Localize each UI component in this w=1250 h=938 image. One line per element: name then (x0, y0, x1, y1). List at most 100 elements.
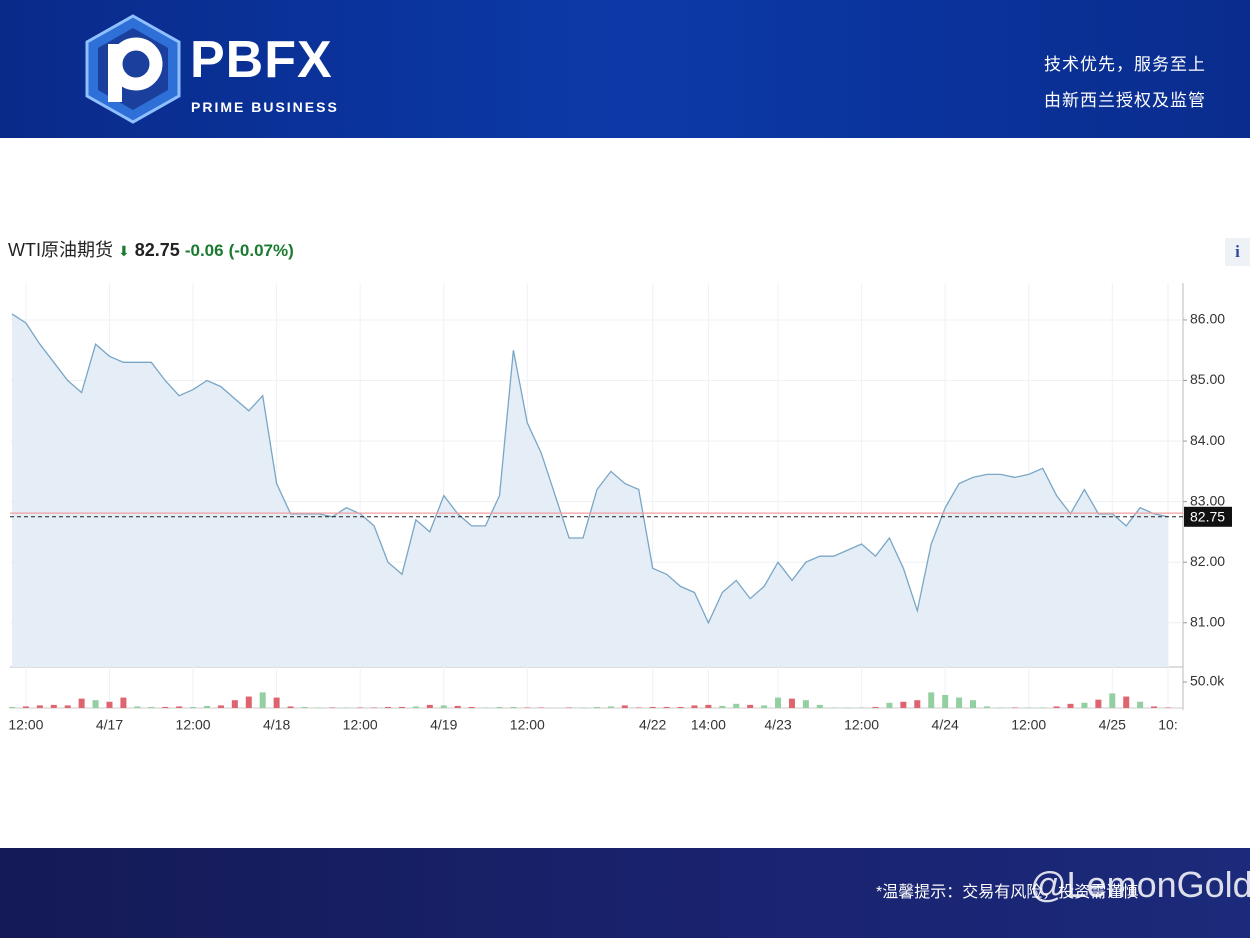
volume-bar (64, 705, 71, 708)
volume-bar (385, 706, 392, 708)
volume-bar (398, 706, 405, 708)
volume-bar (482, 707, 489, 708)
volume-bar (1137, 701, 1144, 708)
volume-bar (1067, 703, 1074, 708)
volume-bar (106, 701, 113, 708)
volume-bar (677, 706, 684, 708)
volume-bar (343, 707, 350, 708)
volume-bar (566, 707, 573, 708)
x-tick-label: 4/22 (639, 717, 666, 733)
volume-bar (928, 692, 935, 708)
logo-mark (85, 14, 181, 124)
instrument-name: WTI原油期货 (8, 240, 113, 260)
last-price: 82.75 (134, 240, 180, 260)
header: PBFX PRIME BUSINESS 技术优先，服务至上 由新西兰授权及监管 (0, 0, 1250, 138)
volume-bar (217, 705, 224, 708)
x-tick-label: 4/25 (1099, 717, 1126, 733)
volume-bar (1151, 706, 1158, 708)
volume-bar (412, 706, 419, 708)
volume-bar (830, 707, 837, 708)
x-tick-label: 12:00 (8, 717, 43, 733)
x-tick-label: 14:00 (691, 717, 726, 733)
volume-bar (635, 707, 642, 708)
y-tick-label: 82.00 (1190, 553, 1225, 569)
last-price-tag (1184, 506, 1232, 527)
volume-bar (1165, 707, 1171, 708)
volume-bar (956, 697, 963, 708)
volume-bar (1039, 707, 1046, 708)
volume-bar (50, 704, 57, 708)
x-tick-label: 4/23 (764, 717, 791, 733)
volume-bar (454, 705, 461, 708)
volume-bar (580, 707, 587, 708)
price-area (12, 313, 1168, 667)
volume-bar (649, 706, 656, 708)
volume-bar (970, 700, 977, 708)
volume-bar (1123, 696, 1130, 708)
quote-header: WTI原油期货 ⬇ 82.75 -0.06 (-0.07%) (8, 236, 294, 262)
volume-bar (426, 704, 433, 708)
volume-bar (983, 706, 990, 708)
info-button[interactable]: i (1225, 238, 1250, 266)
x-tick-label: 12:00 (1011, 717, 1046, 733)
chart: 81.00 82.00 83.00 84.00 85.00 86.00 50.0k 12:00… (8, 283, 1232, 733)
volume-bar (440, 705, 447, 708)
x-tick-label: 12:00 (844, 717, 879, 733)
y-tick-label: 84.00 (1190, 432, 1225, 448)
volume-bar (858, 707, 865, 708)
volume-bar (1081, 702, 1088, 708)
y2-tick-label: 50.0k (1190, 673, 1225, 689)
x-tick-label: 4/24 (932, 717, 959, 733)
slogan: 由新西兰授权及监管 (1044, 91, 1206, 110)
volume-bar (315, 707, 322, 708)
volume-bar (468, 706, 475, 708)
x-tick-label: 12:00 (343, 717, 378, 733)
volume-bar (775, 697, 782, 708)
watermark: @LemonGold (1030, 864, 1250, 905)
x-tick-label: 4/19 (430, 717, 457, 733)
price-change: -0.06 (184, 241, 224, 260)
volume-bar (357, 707, 364, 708)
volume-bar (1095, 699, 1102, 708)
footer-notice: *温馨提示：交易有风险，投资需谨慎 (876, 884, 1139, 901)
volume-bar (844, 707, 851, 708)
volume-bar (162, 706, 169, 708)
y-tick-label: 83.00 (1190, 492, 1225, 508)
volume-bar (22, 706, 29, 708)
volume-bar (788, 698, 795, 708)
x-tick-label: 10: (1158, 717, 1177, 733)
volume-bar (886, 702, 893, 708)
volume-bar (705, 704, 712, 708)
volume-bar (1011, 707, 1018, 708)
x-tick-label: 4/17 (96, 717, 123, 733)
volume-bar (203, 705, 210, 708)
volume-bar (273, 697, 280, 708)
volume-bar (190, 706, 197, 708)
volume-bar (134, 706, 141, 708)
x-tick-label: 12:00 (510, 717, 545, 733)
footer (0, 848, 1250, 938)
y-tick-label: 85.00 (1190, 371, 1225, 387)
price-change-pct: (-0.07%) (228, 241, 294, 260)
volume-bar (942, 694, 949, 708)
volume-bar (816, 704, 823, 708)
volume-bar (747, 704, 754, 708)
volume-bar (287, 706, 294, 708)
x-tick-label: 4/18 (263, 717, 290, 733)
volume-bar (900, 701, 907, 708)
volume-bar (78, 698, 85, 708)
last-price-label: 82.75 (1190, 508, 1225, 524)
volume-bar (621, 705, 628, 708)
volume-bar (663, 706, 670, 708)
volume-bar (371, 707, 378, 708)
volume-bar (538, 707, 545, 708)
volume-bar (120, 697, 127, 708)
down-arrow: ⬇ (118, 243, 130, 259)
volume-bar (176, 706, 183, 708)
volume-bar (1053, 706, 1060, 708)
volume-bar (914, 700, 921, 708)
y-tick-label: 86.00 (1190, 311, 1225, 327)
y-tick-label: 81.00 (1190, 613, 1225, 629)
volume-bar (259, 692, 266, 708)
volume-bar (245, 696, 252, 708)
